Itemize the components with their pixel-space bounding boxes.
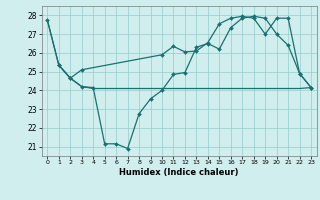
X-axis label: Humidex (Indice chaleur): Humidex (Indice chaleur) [119,168,239,177]
